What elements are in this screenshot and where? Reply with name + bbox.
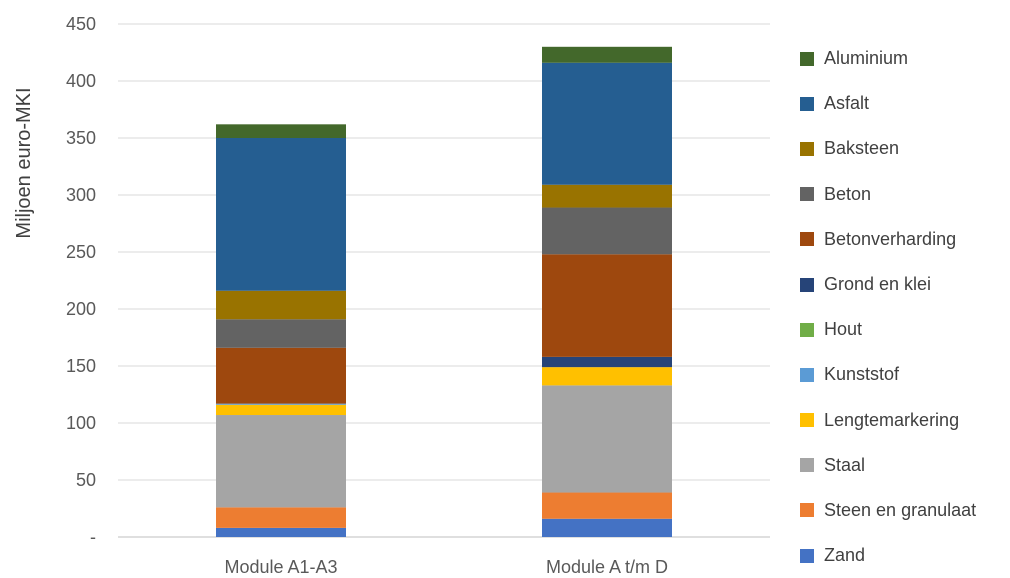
legend-swatch — [800, 141, 814, 156]
bar-segment — [542, 356, 672, 368]
bar-segment — [542, 254, 672, 357]
legend-item: Kunststof — [800, 352, 1005, 397]
legend-label: Lengtemarkering — [824, 409, 960, 430]
bar-segment — [216, 124, 346, 138]
bar-segment — [542, 492, 672, 519]
y-axis-label: Miljoen euro-MKI — [13, 87, 35, 238]
legend-swatch — [800, 503, 814, 518]
legend-item: Steen en granulaat — [800, 488, 1005, 533]
y-tick-label: 300 — [66, 185, 96, 205]
bar-segment — [542, 518, 672, 537]
legend-label: Betonverharding — [824, 228, 957, 249]
y-tick-label: 100 — [66, 413, 96, 433]
y-axis: - 50 100 150 200 250 300 350 400 450 — [66, 14, 96, 547]
y-tick-label: 200 — [66, 299, 96, 319]
x-tick-label: Module A1-A3 — [224, 557, 337, 577]
legend-label: Steen en granulaat — [824, 499, 977, 520]
bar-segment — [216, 527, 346, 537]
legend-swatch — [800, 51, 814, 66]
gridlines — [118, 23, 770, 538]
x-axis: Module A1-A3 Module A t/m D — [224, 557, 668, 577]
bar-segment — [216, 507, 346, 528]
bar-segment — [216, 404, 346, 416]
y-tick-label: 250 — [66, 242, 96, 262]
legend-swatch — [800, 548, 814, 563]
bar-segment — [542, 207, 672, 255]
legend-swatch — [800, 232, 814, 247]
y-tick-label: 50 — [76, 470, 96, 490]
legend-swatch — [800, 96, 814, 111]
bar-segment — [216, 403, 346, 405]
legend: Aluminium Asfalt Baksteen Beton Betonverhard… — [800, 36, 1005, 578]
legend-item: Beton — [800, 172, 1005, 217]
x-tick-label: Module A t/m D — [546, 557, 668, 577]
legend-item: Aluminium — [800, 36, 1005, 81]
legend-item: Grond en klei — [800, 262, 1005, 307]
bar-segment — [216, 319, 346, 348]
legend-label: Kunststof — [824, 364, 900, 385]
legend-label: Aluminium — [824, 48, 909, 69]
bar-segment — [542, 367, 672, 386]
bar-segment — [542, 385, 672, 493]
legend-item: Hout — [800, 307, 1005, 352]
legend-item: Baksteen — [800, 126, 1005, 171]
stacked-bar-chart: - 50 100 150 200 250 300 350 400 450 Module A1-A3… — [13, 14, 770, 577]
legend-label: Grond en klei — [824, 274, 932, 295]
legend-swatch — [800, 322, 814, 337]
bars — [216, 46, 672, 537]
legend-label: Hout — [824, 319, 863, 340]
legend-label: Zand — [824, 545, 866, 566]
y-tick-label: 450 — [66, 14, 96, 34]
legend-swatch — [800, 458, 814, 473]
bar-segment — [542, 184, 672, 208]
bar-segment — [216, 138, 346, 291]
legend-label: Asfalt — [824, 93, 870, 114]
legend-swatch — [800, 187, 814, 202]
bar-segment — [542, 62, 672, 185]
legend-item: Asfalt — [800, 81, 1005, 126]
y-tick-label: 400 — [66, 71, 96, 91]
y-tick-label: 350 — [66, 128, 96, 148]
bar-segment — [216, 290, 346, 320]
bar-segment — [216, 415, 346, 508]
bar-segment — [542, 46, 672, 63]
y-tick-label: - — [90, 527, 96, 547]
legend-label: Staal — [824, 454, 866, 475]
y-tick-label: 150 — [66, 356, 96, 376]
bar-segment — [216, 347, 346, 404]
legend-label: Baksteen — [824, 138, 900, 159]
legend-swatch — [800, 277, 814, 292]
legend-item: Zand — [800, 533, 1005, 578]
legend-swatch — [800, 413, 814, 428]
legend-item: Betonverharding — [800, 217, 1005, 262]
legend-swatch — [800, 367, 814, 382]
legend-item: Lengtemarkering — [800, 398, 1005, 443]
legend-label: Beton — [824, 183, 872, 204]
legend-item: Staal — [800, 443, 1005, 488]
